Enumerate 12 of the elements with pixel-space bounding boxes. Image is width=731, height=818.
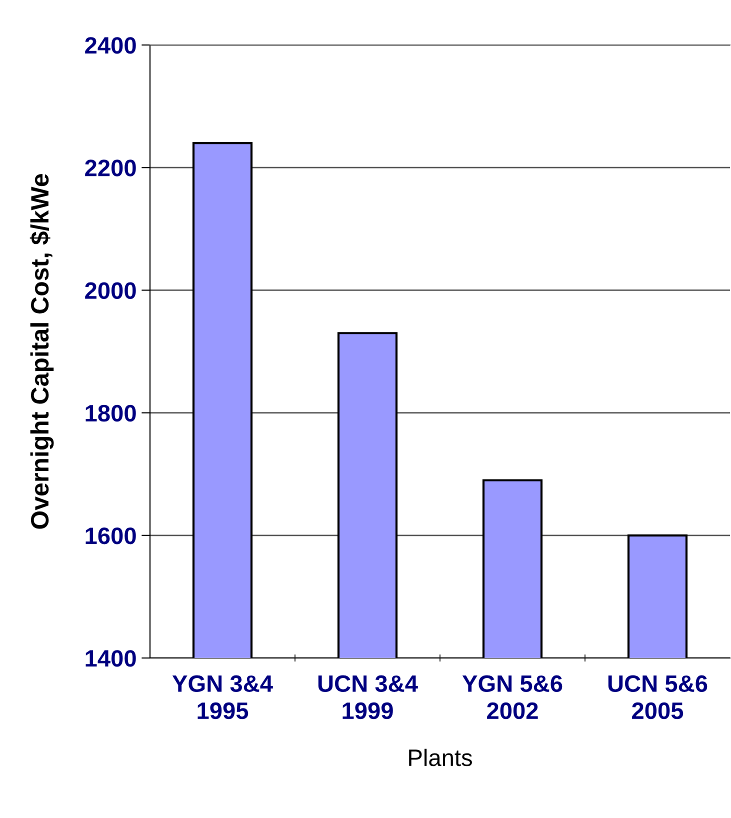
x-tick-label: UCN 5&6 2005 — [608, 675, 708, 720]
y-tick-label: 1400 — [86, 650, 136, 667]
x-tick-label: UCN 3&4 1999 — [318, 675, 418, 720]
y-tick-label: 2400 — [85, 37, 136, 54]
x-tick-label: YGN 5&6 2002 — [462, 675, 562, 720]
y-axis-title: Overnight Capital Cost, $/kWe — [30, 174, 54, 529]
x-axis-title: Plants — [409, 748, 472, 766]
y-tick-label: 1600 — [86, 527, 136, 544]
y-tick-label: 2000 — [85, 282, 136, 299]
y-tick-label: 1800 — [86, 404, 136, 422]
x-tick-label: YGN 3&4 1995 — [172, 675, 273, 720]
y-tick-label: 2200 — [85, 160, 136, 176]
